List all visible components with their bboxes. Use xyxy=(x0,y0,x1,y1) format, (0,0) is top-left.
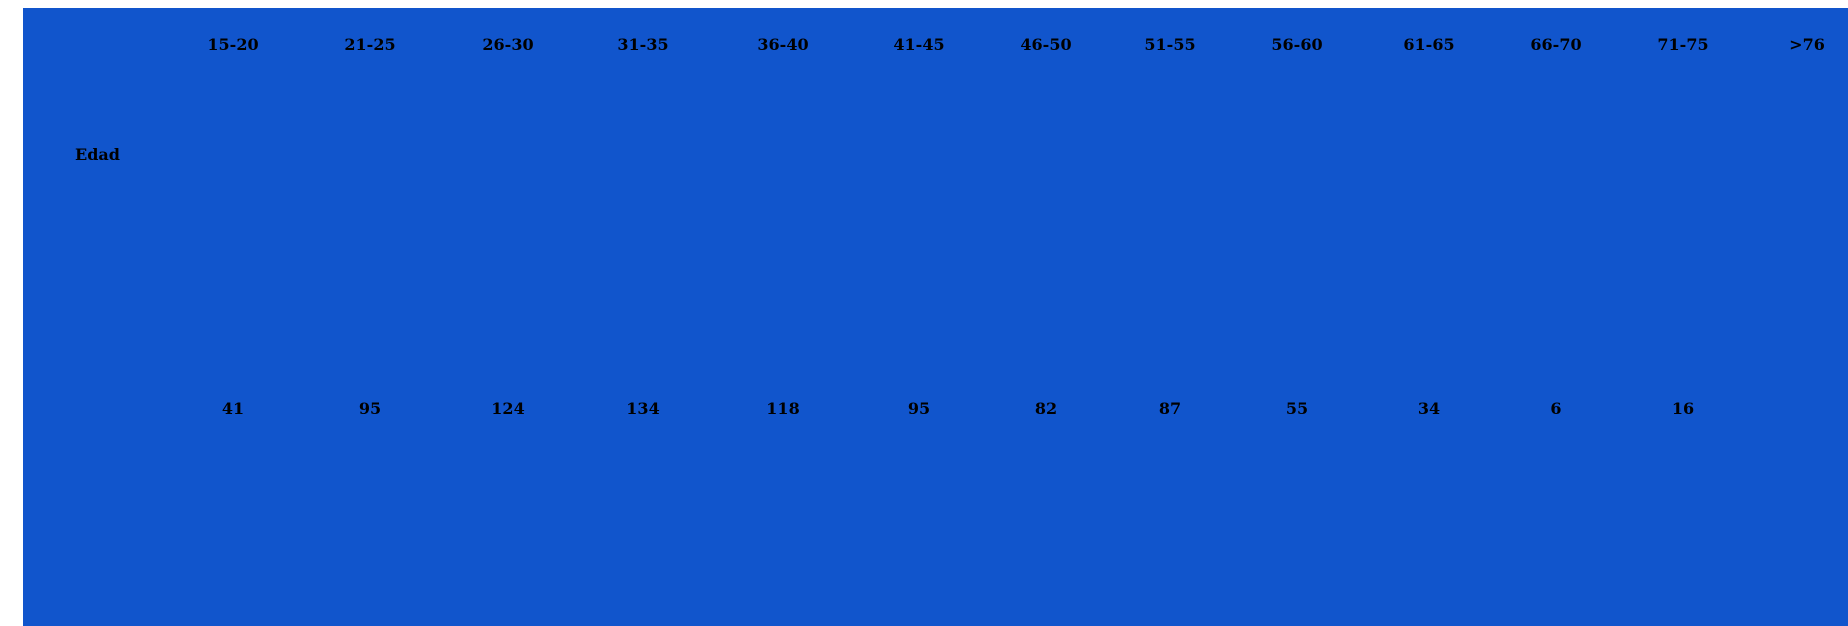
value-cell: 87 xyxy=(1158,399,1182,418)
header-cell: 46-50 xyxy=(1020,35,1072,54)
value-cell: 34 xyxy=(1417,399,1441,418)
value-cell: 6 xyxy=(1550,399,1562,418)
header-cell: 66-70 xyxy=(1530,35,1582,54)
header-cell: 26-30 xyxy=(482,35,534,54)
header-cell: 31-35 xyxy=(617,35,669,54)
value-cell: 41 xyxy=(221,399,245,418)
value-cell: 95 xyxy=(358,399,382,418)
header-cell: 41-45 xyxy=(893,35,945,54)
value-cell: 124 xyxy=(491,399,525,418)
value-cell: 95 xyxy=(907,399,931,418)
age-distribution-panel: Edad 15-20 21-25 26-30 31-35 36-40 41-45… xyxy=(23,8,1848,626)
header-cell: 56-60 xyxy=(1271,35,1323,54)
value-cell: 118 xyxy=(766,399,800,418)
header-cell: >76 xyxy=(1789,35,1825,54)
value-cell: 82 xyxy=(1034,399,1058,418)
row-label-edad: Edad xyxy=(75,145,120,164)
header-cell: 21-25 xyxy=(344,35,396,54)
header-cell: 36-40 xyxy=(757,35,809,54)
value-cell: 55 xyxy=(1285,399,1309,418)
value-cell: 134 xyxy=(626,399,660,418)
header-cell: 71-75 xyxy=(1657,35,1709,54)
header-cell: 61-65 xyxy=(1403,35,1455,54)
header-cell: 15-20 xyxy=(207,35,259,54)
header-cell: 51-55 xyxy=(1144,35,1196,54)
value-cell: 16 xyxy=(1671,399,1695,418)
